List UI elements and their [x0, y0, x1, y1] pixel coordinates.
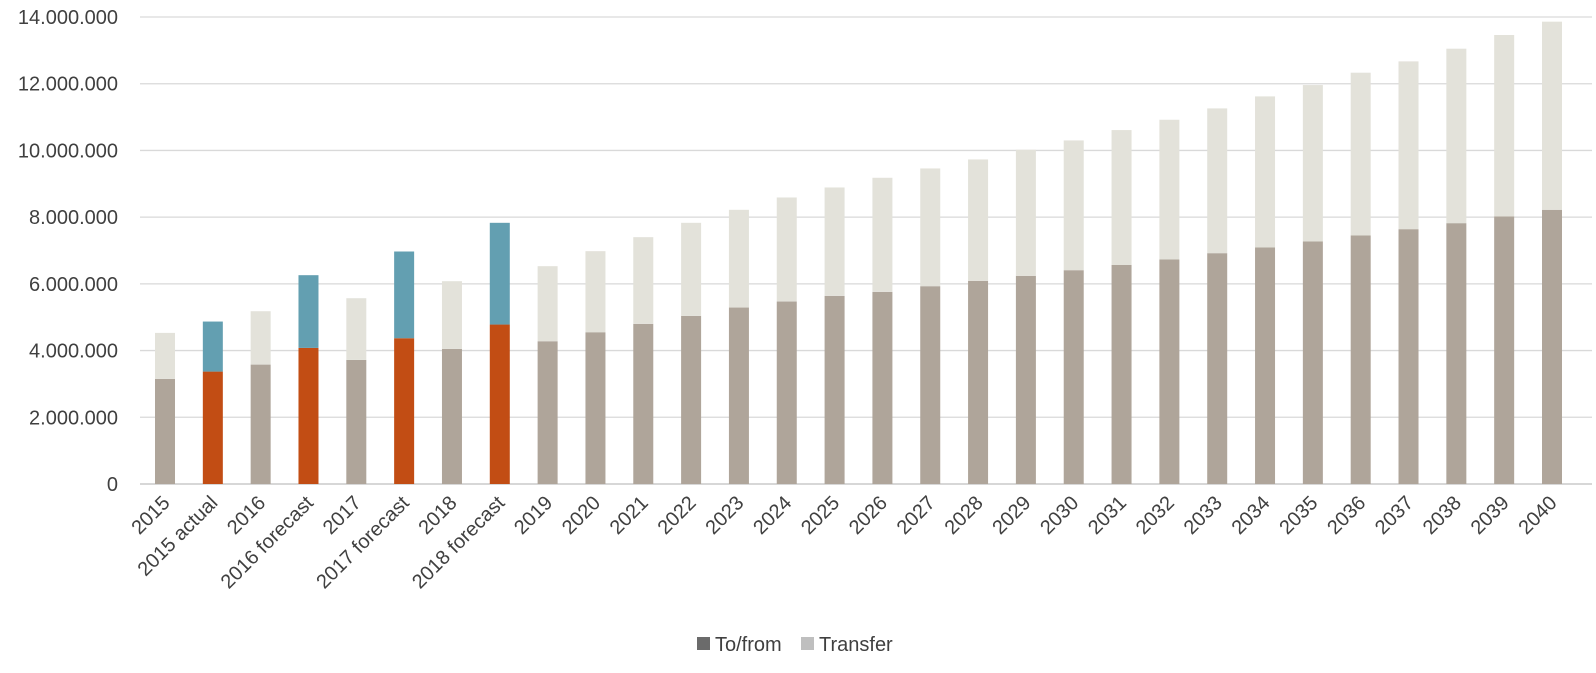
bar-segment-to-from: [298, 347, 319, 484]
x-tick-label: 2038: [1419, 492, 1466, 539]
bar-segment-transfer: [1398, 61, 1419, 230]
bar-segment-transfer: [1015, 149, 1036, 276]
x-tick-label: 2024: [749, 492, 796, 539]
bar-segment-to-from: [1350, 235, 1371, 484]
x-tick-label: 2037: [1371, 492, 1418, 539]
bar-segment-to-from: [489, 324, 510, 484]
x-tick-label: 2033: [1180, 492, 1227, 539]
bar-segment-to-from: [776, 301, 797, 484]
bar-segment-transfer: [1494, 35, 1515, 217]
y-tick-label: 12.000.000: [18, 74, 118, 96]
x-tick-label: 2021: [606, 492, 653, 539]
legend-label-transfer: Transfer: [819, 634, 893, 656]
bar-segment-to-from: [537, 341, 558, 484]
bar-segment-transfer: [728, 209, 749, 308]
bar-segment-to-from: [394, 338, 415, 484]
bar-segment-to-from: [1542, 209, 1562, 484]
bar-segment-transfer: [298, 275, 319, 348]
bar-segment-to-from: [633, 323, 654, 484]
bar-segment-transfer: [968, 159, 989, 281]
bar-segment-transfer: [346, 298, 367, 360]
legend-swatch-transfer: [801, 637, 814, 650]
y-tick-label: 14.000.000: [18, 7, 118, 29]
x-tick-label: 2027: [893, 492, 940, 539]
x-tick-label: 2025: [797, 492, 844, 539]
bar-segment-to-from: [1015, 275, 1036, 484]
x-tick-label: 2020: [558, 492, 605, 539]
bar-segment-transfer: [202, 321, 223, 372]
y-tick-label: 6.000.000: [29, 274, 118, 296]
bar-segment-to-from: [1494, 216, 1515, 484]
x-tick-label: 2030: [1036, 492, 1083, 539]
bar-segment-transfer: [1446, 48, 1467, 224]
bar-segment-transfer: [441, 281, 462, 349]
bar-segment-transfer: [250, 311, 271, 365]
bar-segment-to-from: [824, 295, 845, 484]
legend-swatch-to-from: [697, 637, 710, 650]
x-tick-label: 2032: [1132, 492, 1179, 539]
bar-segment-to-from: [155, 378, 175, 484]
y-tick-label: 8.000.000: [29, 207, 118, 229]
y-tick-label: 0: [107, 474, 118, 496]
bar-segment-transfer: [585, 251, 606, 333]
bar-segment-to-from: [202, 371, 223, 484]
x-tick-label: 2028: [941, 492, 988, 539]
bar-segment-to-from: [728, 307, 749, 484]
bar-segment-to-from: [250, 364, 271, 484]
y-tick-label: 10.000.000: [18, 140, 118, 162]
bar-segment-to-from: [968, 280, 989, 484]
x-tick-label: 2034: [1228, 492, 1275, 539]
bar-segment-to-from: [1111, 264, 1132, 484]
bar-segment-transfer: [1111, 130, 1132, 265]
bar-segment-to-from: [346, 359, 367, 484]
bar-segment-to-from: [1063, 270, 1084, 484]
bar-segment-transfer: [537, 266, 558, 342]
bar-segment-transfer: [920, 168, 941, 287]
x-tick-label: 2022: [654, 492, 701, 539]
bar-segment-to-from: [1207, 253, 1228, 484]
bar-segment-to-from: [872, 291, 893, 484]
x-tick-label: 2035: [1275, 492, 1322, 539]
bar-segment-transfer: [633, 237, 654, 324]
bar-segment-transfer: [1207, 108, 1228, 254]
bar-segment-to-from: [441, 348, 462, 484]
bar-segment-to-from: [1446, 223, 1467, 484]
bar-segment-transfer: [489, 222, 510, 325]
bar-segment-transfer: [1542, 21, 1562, 210]
bar-segment-to-from: [920, 286, 941, 484]
bar-segment-transfer: [824, 187, 845, 296]
bar-segment-to-from: [585, 332, 606, 484]
bar-segment-transfer: [1159, 119, 1180, 260]
bar-segment-transfer: [394, 251, 415, 339]
bar-segment-to-from: [1302, 241, 1323, 484]
bar-segment-transfer: [872, 177, 893, 292]
bar-segment-transfer: [155, 332, 175, 379]
bar-segment-transfer: [1255, 96, 1276, 248]
y-tick-label: 4.000.000: [29, 341, 118, 363]
x-tick-label: 2031: [1084, 492, 1131, 539]
x-tick-label: 2023: [701, 492, 748, 539]
bar-segment-to-from: [681, 315, 702, 484]
x-tick-label: 2029: [988, 492, 1035, 539]
legend-label-to-from: To/from: [715, 634, 782, 656]
x-tick-label: 2026: [845, 492, 892, 539]
x-tick-label: 2036: [1323, 492, 1370, 539]
x-tick-label: 2039: [1467, 492, 1514, 539]
bar-segment-transfer: [776, 197, 797, 302]
bar-segment-transfer: [1350, 72, 1371, 236]
x-tick-label: 2019: [510, 492, 557, 539]
x-tick-label: 2040: [1515, 492, 1562, 539]
bar-segment-to-from: [1398, 229, 1419, 484]
bar-segment-transfer: [1302, 85, 1323, 242]
bar-segment-transfer: [681, 222, 702, 316]
bar-segment-to-from: [1159, 259, 1180, 484]
bar-segment-transfer: [1063, 140, 1084, 271]
bar-segment-to-from: [1255, 247, 1276, 484]
y-tick-label: 2.000.000: [29, 407, 118, 429]
